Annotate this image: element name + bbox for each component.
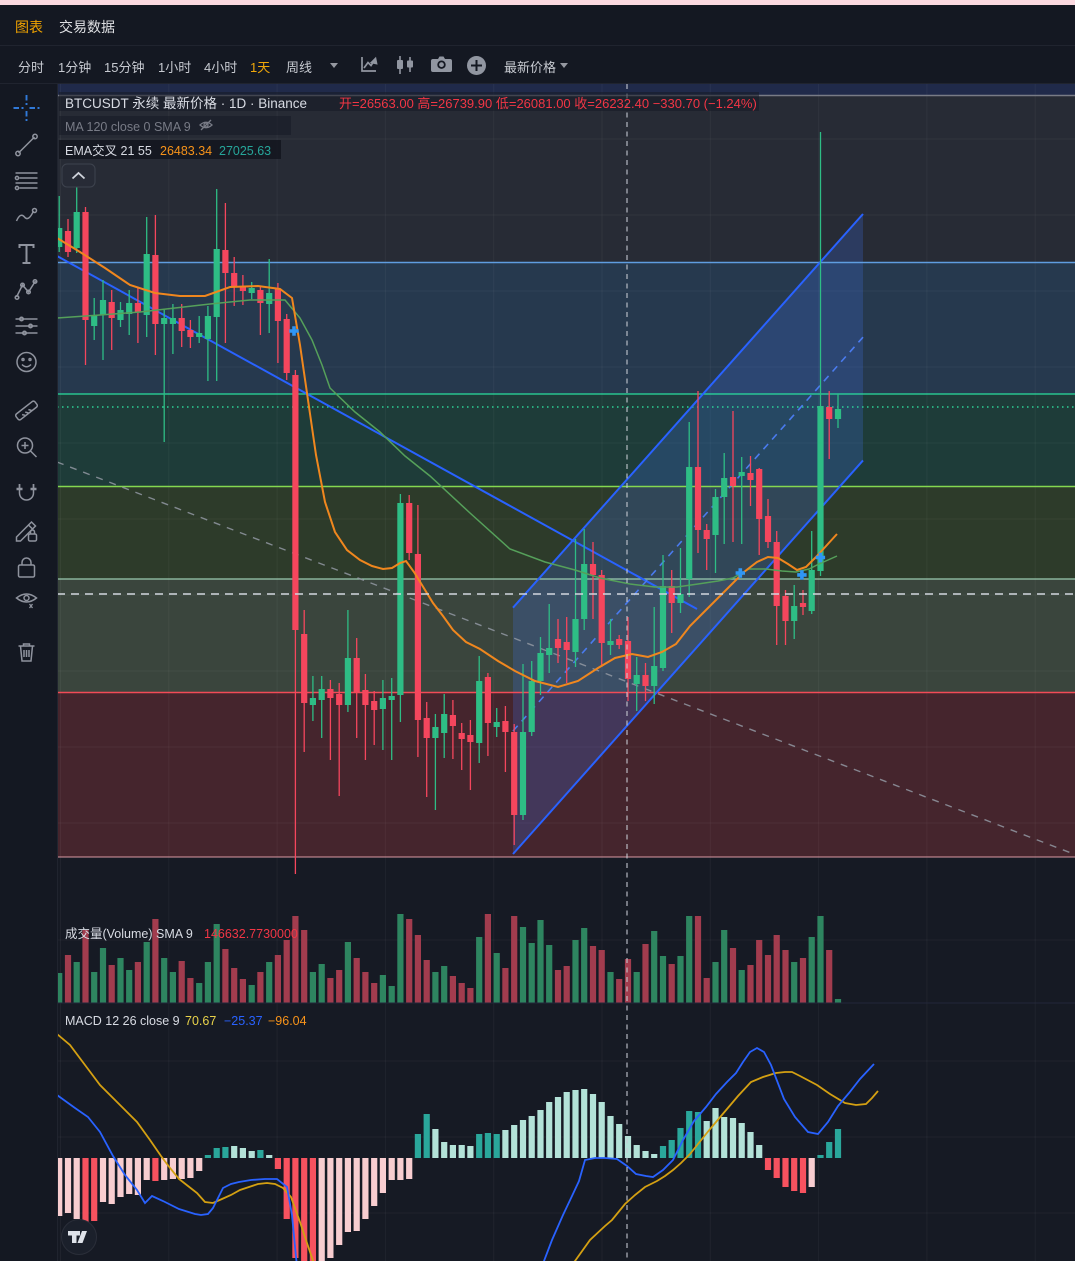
svg-text:开=26563.00 高=26739.90 低=26081.: 开=26563.00 高=26739.90 低=26081.00 收=26232… [339, 96, 757, 111]
svg-text:−96.04: −96.04 [268, 1014, 307, 1028]
svg-text:MA 120 close 0 SMA 9: MA 120 close 0 SMA 9 [65, 120, 191, 134]
svg-text:BTCUSDT 永续 最新价格 · 1D · Binance: BTCUSDT 永续 最新价格 · 1D · Binance [65, 96, 307, 111]
svg-text:146632.7730000: 146632.7730000 [204, 927, 298, 941]
svg-text:−25.37: −25.37 [224, 1014, 263, 1028]
svg-text:27025.63: 27025.63 [219, 144, 271, 158]
svg-text:70.67: 70.67 [185, 1014, 216, 1028]
svg-text:成交量(Volume) SMA 9: 成交量(Volume) SMA 9 [65, 926, 193, 941]
svg-text:EMA交叉 21 55: EMA交叉 21 55 [65, 143, 152, 158]
svg-text:MACD 12 26 close 9: MACD 12 26 close 9 [65, 1014, 180, 1028]
svg-text:26483.34: 26483.34 [160, 144, 212, 158]
